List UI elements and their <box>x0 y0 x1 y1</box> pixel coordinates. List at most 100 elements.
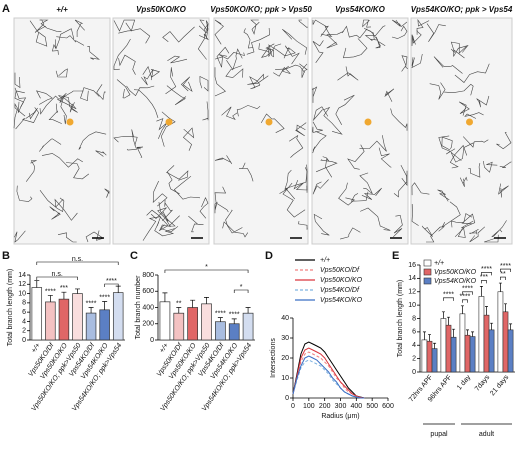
dendrite <box>275 64 305 73</box>
significance-bracket <box>233 289 249 293</box>
legend-label: Vps50KO/Df <box>320 267 360 274</box>
dendrite <box>469 226 486 243</box>
dendrite <box>238 162 254 182</box>
y-tick-label: 6 <box>412 329 416 336</box>
bar <box>488 329 495 373</box>
dendrite <box>426 23 446 42</box>
y-tick-label: 400 <box>142 304 154 311</box>
legend-label: +/+ <box>320 257 330 264</box>
dendrite <box>289 134 304 158</box>
dendrite <box>197 33 209 60</box>
dendrite <box>226 48 243 71</box>
dendrite <box>65 162 90 180</box>
y-tick-label: 4 <box>412 342 416 349</box>
dendrite <box>48 103 62 124</box>
dendrite <box>322 156 333 178</box>
y-tick-label: 30 <box>281 335 289 342</box>
significance-label: * <box>205 264 208 271</box>
dendrite <box>459 176 468 187</box>
bar <box>159 301 171 341</box>
error-bar <box>441 311 445 319</box>
dendrite <box>295 122 307 137</box>
bar <box>502 311 509 373</box>
dendrite <box>426 226 445 243</box>
error-bar <box>452 328 456 338</box>
soma <box>66 118 74 126</box>
dendrite <box>59 90 84 103</box>
bar <box>445 324 452 373</box>
dendrite <box>450 142 474 163</box>
error-bar <box>422 331 426 340</box>
error-bar <box>490 322 494 330</box>
bar <box>31 287 43 341</box>
dendrite <box>293 179 308 191</box>
significance-label: **** <box>443 292 454 299</box>
dendrite <box>198 20 209 39</box>
micrograph <box>13 17 111 245</box>
dendrite <box>375 36 386 49</box>
dendrite <box>154 222 175 237</box>
error-bar <box>217 317 223 322</box>
dendrite <box>411 203 419 226</box>
y-axis-label: Total branch length (mm) <box>7 269 14 346</box>
dendrite <box>162 199 173 222</box>
dendrite <box>450 41 467 54</box>
dendrite <box>49 206 61 220</box>
y-axis-label: Total branch number <box>135 275 142 339</box>
bar <box>228 323 240 341</box>
dendrite <box>411 53 423 69</box>
y-tick-label: 20 <box>281 355 289 362</box>
panel-label: E <box>392 250 399 262</box>
x-tick-label: 300 <box>335 403 347 410</box>
dendrite <box>499 161 512 168</box>
dendrite <box>74 19 85 37</box>
error-bar <box>428 334 431 342</box>
dendrite <box>199 76 209 92</box>
dendrite <box>156 118 168 140</box>
y-tick-label: 14 <box>18 272 26 279</box>
dendrite <box>341 25 368 39</box>
dendrite <box>199 196 209 219</box>
error-bar <box>75 288 80 294</box>
dendrite <box>146 209 169 232</box>
significance-label: * <box>240 284 243 291</box>
dendrite <box>347 144 365 170</box>
dendrite <box>298 220 308 230</box>
dendrite <box>214 46 230 68</box>
significance-bracket <box>500 268 511 273</box>
dendrite <box>80 87 100 102</box>
dendrite <box>40 19 62 32</box>
y-tick-label: 14 <box>408 275 416 282</box>
y-tick-label: 4 <box>22 318 26 325</box>
dendrite <box>126 129 137 151</box>
bar <box>431 348 438 373</box>
dendrite <box>364 28 379 41</box>
panel-label: A <box>2 3 10 15</box>
group-label: adult <box>479 431 494 438</box>
dendrite <box>166 170 189 181</box>
dendrite <box>202 101 209 121</box>
y-tick-label: 16 <box>408 262 416 269</box>
bar <box>58 298 70 341</box>
dendrite <box>265 43 275 58</box>
dendrite <box>315 159 338 173</box>
panel-label: C <box>130 250 138 262</box>
significance-label: n.s. <box>72 256 83 263</box>
bar <box>215 321 226 341</box>
bar <box>469 336 476 373</box>
dendrite <box>54 198 78 221</box>
dendrite <box>335 94 355 125</box>
error-bar <box>162 292 168 302</box>
error-bar <box>102 301 108 310</box>
dendrite <box>469 229 479 235</box>
dendrite <box>182 127 195 151</box>
dendrite <box>167 165 180 195</box>
dendrite <box>457 220 474 238</box>
dendrite <box>441 136 453 151</box>
legend-swatch <box>423 268 432 276</box>
significance-label: **** <box>99 294 110 301</box>
y-tick-label: 2 <box>412 355 416 362</box>
error-bar <box>231 318 237 324</box>
error-bar <box>479 286 483 297</box>
legend-label: Vps54KO/Df <box>320 287 360 294</box>
